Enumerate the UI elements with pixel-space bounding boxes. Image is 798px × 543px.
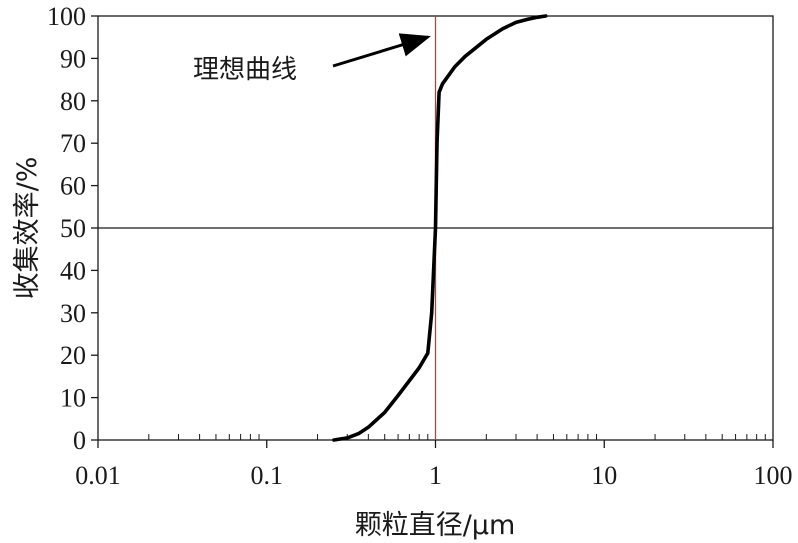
y-tick-label: 40 [60, 256, 86, 285]
efficiency-curve [332, 14, 548, 442]
y-tick-label: 0 [73, 426, 86, 455]
series-group [332, 14, 548, 442]
annotation-label: 理想曲线 [193, 55, 297, 85]
x-tick-label: 1 [429, 461, 442, 490]
y-tick-label: 10 [60, 384, 86, 413]
y-tick-label: 20 [60, 341, 86, 370]
x-tick-label: 10 [591, 461, 617, 490]
y-axis-title: 收集效率/% [12, 157, 43, 300]
annotation-group: 理想曲线 [193, 33, 431, 85]
annotation-arrow [332, 33, 431, 68]
labels-group: 0 10 20 30 40 50 60 70 80 90 100 0.01 0.1 1 10 100 颗粒直径/… [12, 2, 793, 541]
y-tick-label: 30 [60, 299, 86, 328]
y-tick-label: 100 [47, 2, 86, 31]
y-tick-label: 70 [60, 129, 86, 158]
y-tick-label: 80 [60, 87, 86, 116]
y-tick-label: 90 [60, 44, 86, 73]
y-tick-label: 60 [60, 172, 86, 201]
x-tick-label: 0.01 [75, 461, 121, 490]
y-tick-label: 50 [60, 214, 86, 243]
x-tick-label: 0.1 [251, 461, 284, 490]
x-axis-title: 颗粒直径/μm [355, 510, 516, 541]
x-tick-label: 100 [754, 461, 793, 490]
